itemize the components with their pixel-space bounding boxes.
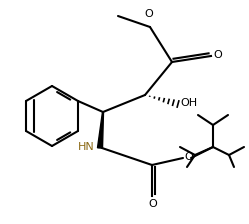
Text: HN: HN bbox=[78, 142, 95, 152]
Text: OH: OH bbox=[180, 98, 197, 108]
Text: O: O bbox=[149, 199, 157, 209]
Polygon shape bbox=[98, 112, 104, 148]
Text: O: O bbox=[184, 152, 193, 162]
Text: O: O bbox=[145, 9, 153, 19]
Text: O: O bbox=[213, 50, 222, 60]
